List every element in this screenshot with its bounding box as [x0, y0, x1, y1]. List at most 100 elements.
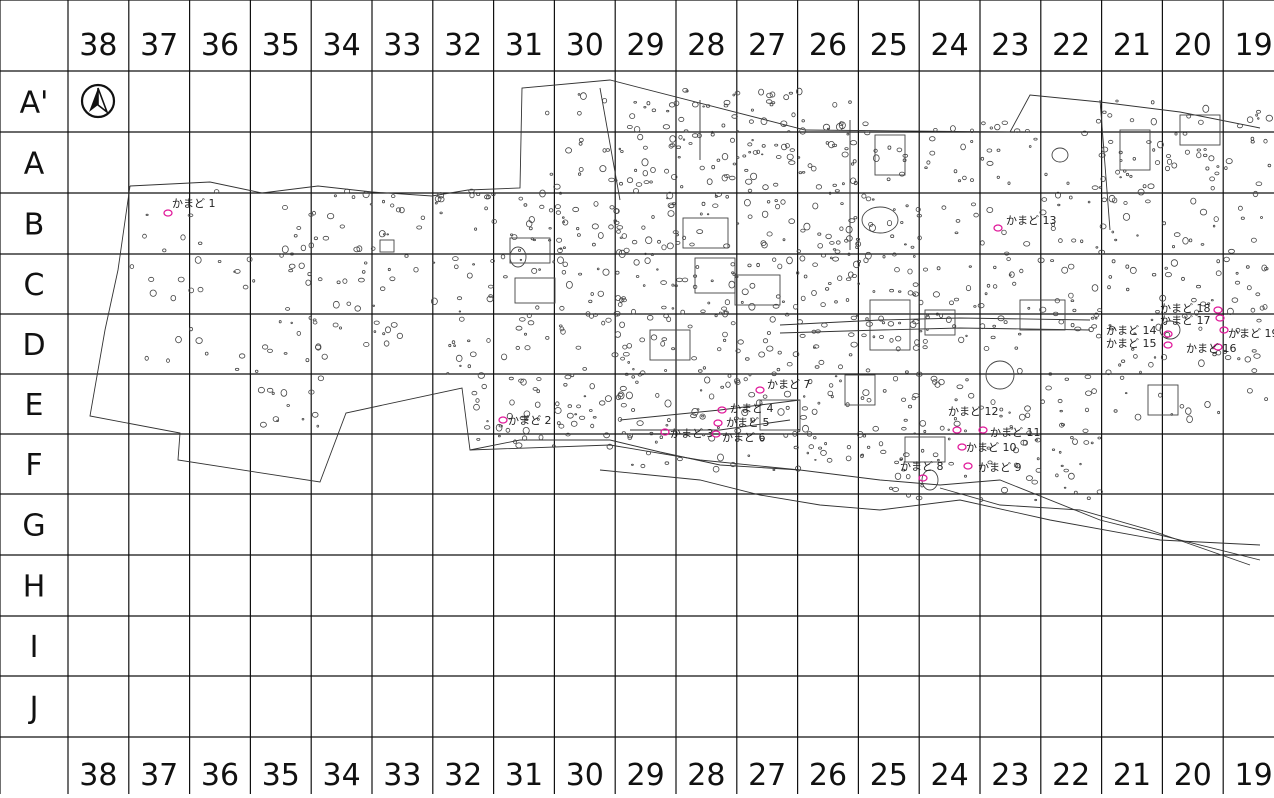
posthole: [602, 268, 610, 276]
posthole: [853, 260, 861, 269]
posthole: [787, 130, 791, 133]
posthole: [979, 497, 984, 502]
posthole: [627, 433, 633, 439]
posthole: [979, 405, 984, 410]
posthole: [923, 429, 927, 434]
posthole: [1260, 216, 1263, 219]
posthole: [641, 225, 646, 230]
posthole: [663, 313, 669, 319]
posthole: [1090, 316, 1095, 320]
posthole: [1162, 221, 1166, 226]
posthole: [1026, 430, 1033, 436]
posthole: [1200, 301, 1207, 307]
posthole: [846, 444, 852, 450]
posthole: [608, 177, 615, 183]
posthole: [970, 128, 975, 133]
posthole: [619, 385, 627, 392]
posthole: [999, 414, 1003, 418]
posthole: [996, 148, 1001, 152]
posthole: [614, 179, 618, 182]
posthole: [777, 263, 783, 270]
posthole: [1261, 264, 1268, 272]
posthole: [1058, 450, 1062, 454]
posthole: [814, 365, 820, 369]
posthole: [1198, 326, 1203, 331]
posthole: [620, 403, 627, 408]
column-label-top: 27: [748, 28, 786, 63]
kamado-label: かまど 15: [1106, 337, 1157, 350]
posthole: [691, 407, 699, 416]
posthole: [697, 369, 703, 373]
site-boundary-line: [939, 487, 1251, 566]
posthole: [1160, 354, 1168, 361]
posthole: [1090, 441, 1094, 445]
posthole: [617, 417, 623, 422]
posthole: [636, 420, 644, 426]
posthole: [839, 379, 842, 383]
posthole: [622, 344, 628, 350]
kamado-marker: [498, 416, 508, 424]
posthole: [1101, 146, 1109, 153]
posthole: [578, 272, 583, 276]
posthole: [1151, 273, 1157, 277]
posthole: [948, 461, 954, 466]
posthole: [864, 251, 872, 260]
posthole: [734, 90, 741, 96]
posthole: [886, 177, 891, 182]
posthole: [1006, 257, 1011, 262]
posthole: [477, 372, 485, 379]
posthole: [990, 399, 996, 406]
posthole: [453, 344, 456, 348]
posthole: [255, 369, 259, 373]
posthole: [321, 353, 328, 360]
posthole: [925, 315, 930, 320]
posthole: [796, 319, 803, 325]
posthole: [639, 337, 645, 343]
posthole: [549, 172, 554, 176]
posthole: [1259, 305, 1265, 311]
pit-structure: [924, 309, 956, 336]
posthole: [1216, 259, 1220, 264]
posthole: [785, 405, 790, 410]
posthole: [889, 288, 894, 293]
posthole: [497, 434, 501, 438]
posthole: [1123, 200, 1128, 205]
posthole: [515, 442, 523, 449]
posthole: [780, 120, 788, 127]
posthole: [1174, 132, 1178, 136]
posthole: [1008, 273, 1012, 277]
posthole: [929, 136, 936, 142]
posthole: [420, 215, 426, 220]
posthole: [605, 148, 610, 152]
posthole: [777, 408, 785, 416]
posthole: [788, 218, 795, 225]
row-label: J: [28, 691, 39, 726]
site-outline: [89, 79, 1261, 566]
posthole: [712, 203, 719, 208]
posthole: [668, 143, 674, 149]
posthole: [1251, 349, 1257, 353]
posthole: [907, 268, 913, 275]
posthole: [1066, 181, 1070, 185]
posthole: [1096, 489, 1103, 495]
pit-structure: [649, 329, 691, 361]
posthole: [960, 143, 966, 151]
posthole: [892, 487, 899, 492]
posthole: [162, 248, 167, 253]
posthole: [1129, 266, 1137, 274]
posthole: [734, 427, 742, 434]
posthole: [486, 420, 489, 423]
posthole: [850, 341, 858, 348]
posthole: [665, 424, 669, 427]
posthole: [539, 204, 545, 209]
posthole: [724, 299, 731, 306]
posthole: [204, 351, 209, 356]
posthole: [821, 322, 828, 328]
posthole: [761, 144, 766, 148]
posthole: [1245, 265, 1250, 269]
posthole: [721, 306, 728, 311]
posthole: [511, 234, 518, 241]
posthole: [1251, 237, 1257, 243]
posthole: [615, 394, 621, 401]
posthole: [378, 230, 386, 238]
